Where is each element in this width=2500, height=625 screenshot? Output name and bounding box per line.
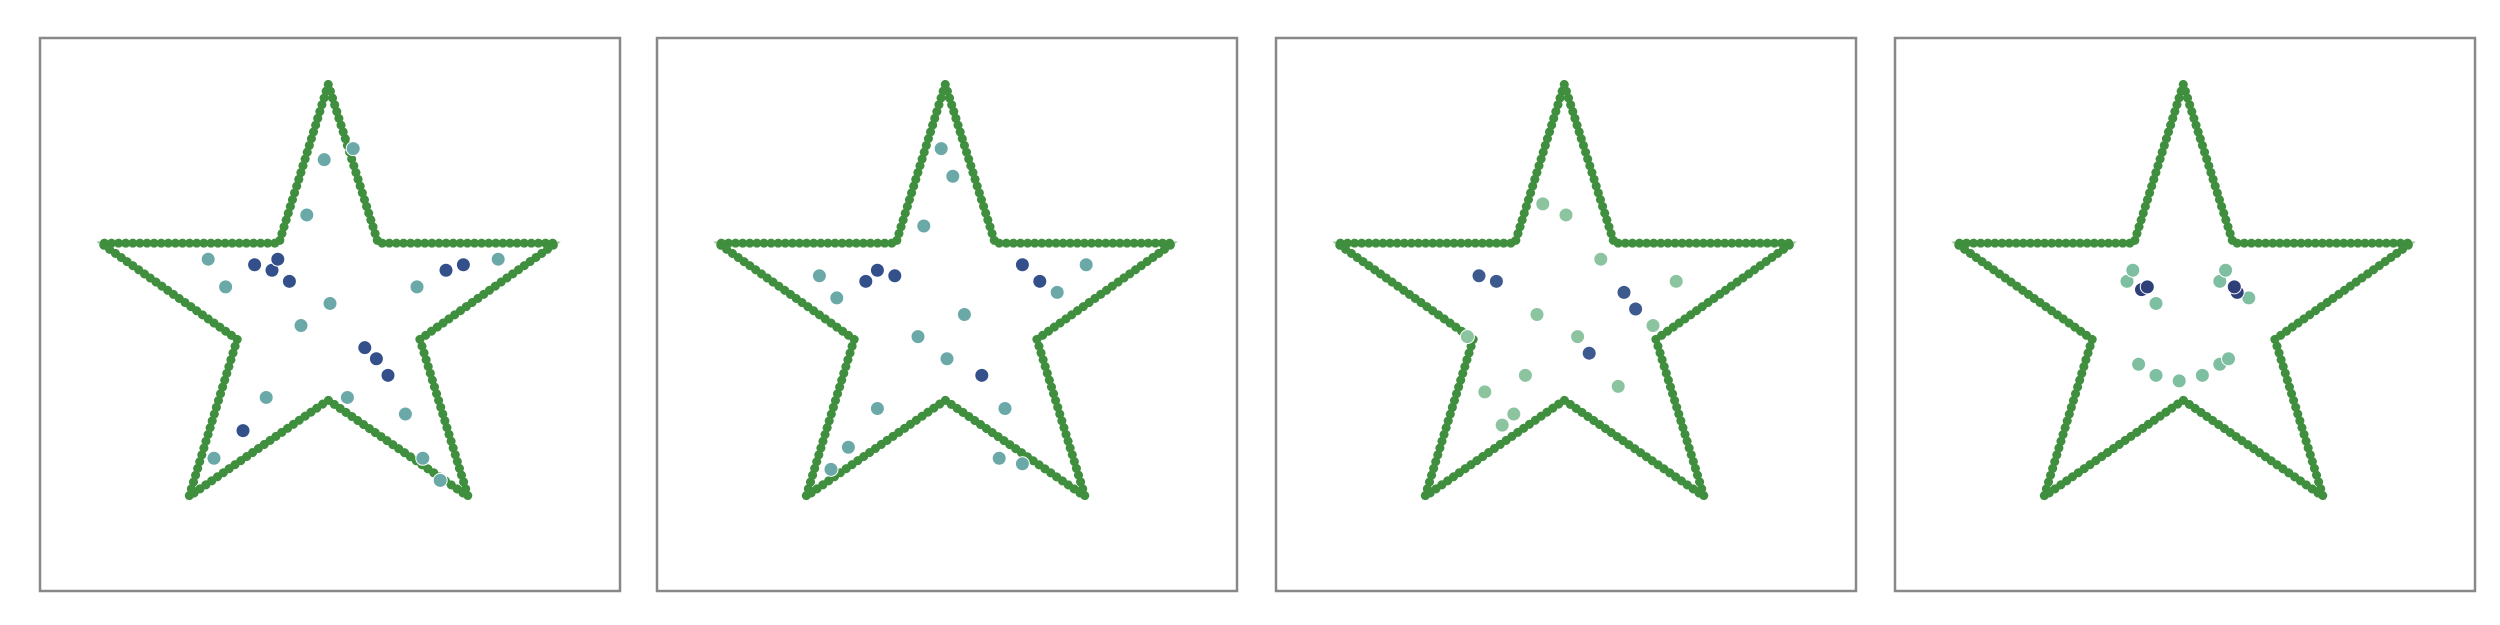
point [887,268,903,284]
point [270,251,286,267]
point [956,307,972,322]
point [1477,384,1493,400]
point [829,290,845,306]
point [299,207,315,223]
point [945,168,961,184]
point [1529,307,1545,322]
point [811,268,827,284]
star-outline-core [1951,84,2416,501]
point [206,450,222,466]
point [455,257,471,273]
point [2139,279,2155,295]
star-outline-core [96,84,561,501]
point [2148,295,2164,311]
point [1581,345,1597,361]
point [1471,268,1487,284]
point [368,351,384,367]
point [1032,273,1048,289]
point [316,152,332,168]
point [1570,329,1586,345]
point [1014,257,1030,273]
point [1628,301,1644,317]
point [2221,351,2236,367]
point [1488,273,1504,289]
point [2125,262,2141,278]
point [200,251,216,267]
point [1517,367,1533,383]
panel-frame [1274,36,1858,593]
star-outline-core [713,84,1178,501]
point [1610,378,1626,394]
point [1014,456,1030,472]
point [339,389,355,405]
point [869,262,885,278]
point [438,262,454,278]
point [933,141,949,157]
point [2148,367,2164,383]
point [939,351,955,367]
point [974,367,990,383]
point [380,367,396,383]
point [1668,273,1684,289]
point [2226,279,2242,295]
point [991,450,1007,466]
point [490,251,506,267]
point [293,318,309,334]
point [916,218,932,234]
point [1459,329,1475,345]
point [910,329,926,345]
point [322,295,338,311]
point [258,389,274,405]
point [409,279,425,295]
point [2218,262,2234,278]
star-outline-core [1332,84,1797,501]
point [247,257,263,273]
point [218,279,234,295]
point [1049,284,1065,300]
point [2131,356,2147,372]
point [415,450,431,466]
point [235,423,251,439]
panel-frame [655,36,1239,593]
point [1645,318,1661,334]
point [823,461,839,477]
point [357,340,373,356]
point [281,273,297,289]
point [869,401,885,417]
point [1616,284,1632,300]
point [2171,373,2187,389]
point [2194,367,2210,383]
point [432,472,448,488]
point [997,401,1013,417]
point [1506,406,1522,422]
point [1558,207,1574,223]
point [345,141,361,157]
point [840,439,856,455]
point [1494,417,1510,433]
point [1078,257,1094,273]
point [1593,251,1609,267]
panel-frame [1893,36,2477,593]
point [858,273,874,289]
point [1535,196,1551,212]
panel-frame [38,36,622,593]
point [397,406,413,422]
